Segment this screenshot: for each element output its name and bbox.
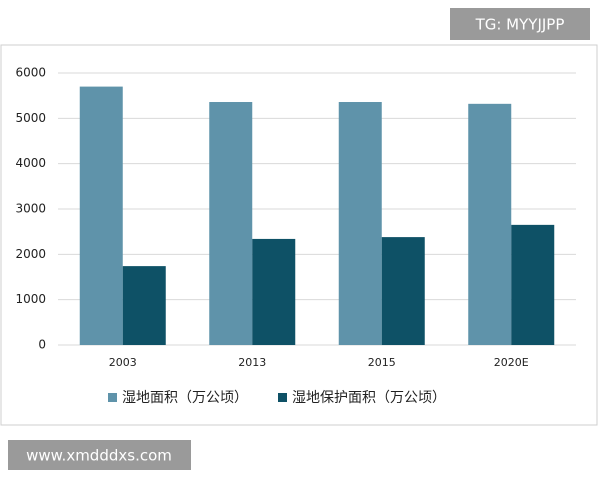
y-tick-label: 1000 bbox=[15, 292, 46, 306]
bar bbox=[122, 266, 166, 345]
x-tick-label: 2020E bbox=[494, 356, 529, 369]
legend-label: 湿地保护面积（万公顷） bbox=[292, 390, 446, 406]
watermark-box bbox=[8, 440, 191, 470]
watermark: www.xmdddxs.com bbox=[26, 447, 172, 465]
watermark: TG: MYYJJPP bbox=[475, 16, 565, 34]
bar bbox=[79, 86, 123, 345]
legend-label: 湿地面积（万公顷） bbox=[122, 390, 248, 406]
legend-swatch bbox=[278, 393, 287, 402]
bar bbox=[209, 102, 253, 345]
y-tick-label: 0 bbox=[38, 338, 46, 352]
bar bbox=[511, 224, 555, 345]
bar bbox=[381, 237, 425, 345]
y-tick-label: 6000 bbox=[15, 66, 46, 80]
bar bbox=[468, 103, 512, 346]
bar bbox=[252, 238, 296, 345]
bar bbox=[338, 102, 382, 345]
chart-frame bbox=[0, 44, 598, 426]
x-tick-label: 2013 bbox=[238, 356, 266, 369]
y-tick-label: 4000 bbox=[15, 156, 46, 170]
y-tick-label: 3000 bbox=[15, 202, 46, 216]
x-tick-label: 2003 bbox=[109, 356, 137, 369]
watermark-box bbox=[450, 8, 590, 40]
x-tick-label: 2015 bbox=[368, 356, 396, 369]
y-tick-label: 5000 bbox=[15, 111, 46, 125]
y-tick-label: 2000 bbox=[15, 247, 46, 261]
legend-swatch bbox=[108, 393, 117, 402]
